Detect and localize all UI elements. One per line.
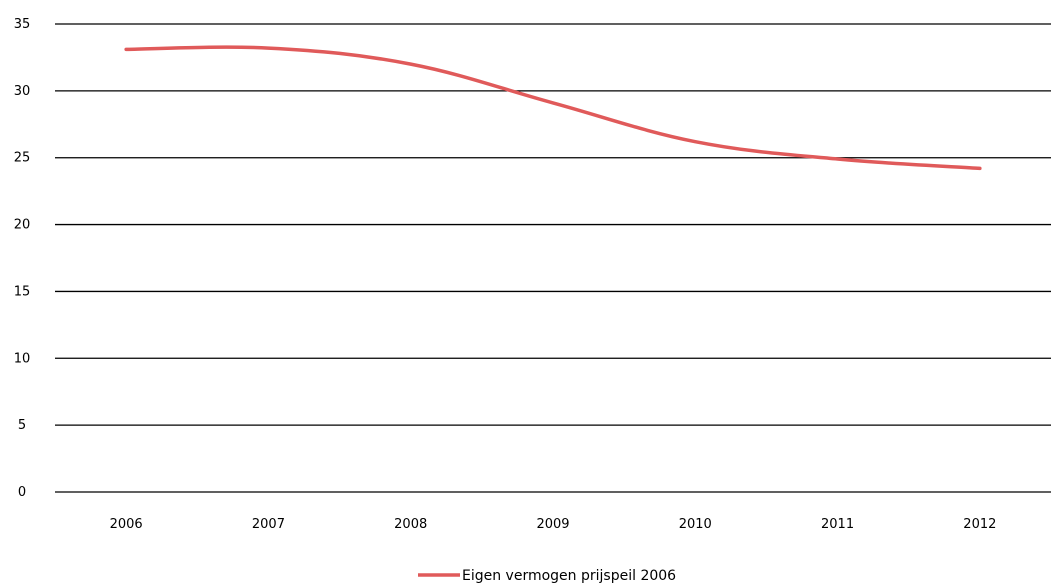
x-tick-label: 2008 [394, 517, 427, 532]
data-point [409, 62, 412, 66]
y-tick-label: 30 [14, 84, 31, 99]
data-point [694, 140, 697, 143]
data-point [267, 46, 270, 50]
data-point [836, 157, 839, 161]
y-tick-label: 15 [14, 284, 31, 299]
y-tick-label: 25 [14, 151, 31, 166]
y-tick-label: 5 [18, 418, 26, 433]
legend-label: Eigen vermogen prijspeil 2006 [462, 568, 676, 584]
y-tick-label: 20 [14, 218, 31, 233]
x-tick-label: 2006 [110, 517, 143, 532]
x-tick-label: 2011 [821, 517, 854, 532]
x-tick-label: 2009 [536, 517, 569, 532]
x-tick-label: 2010 [679, 517, 712, 532]
x-axis-ticks: 2006 2007 2008 2009 2010 2011 2012 [110, 517, 997, 532]
y-tick-label: 0 [18, 485, 26, 500]
x-tick-label: 2007 [252, 517, 285, 532]
data-point [978, 167, 982, 170]
x-tick-label: 2012 [963, 517, 996, 532]
series-line [124, 45, 982, 171]
data-point [551, 101, 555, 105]
gridlines [55, 23, 1051, 493]
data-point [124, 48, 128, 51]
y-tick-label: 10 [14, 351, 31, 366]
legend: Eigen vermogen prijspeil 2006 [418, 568, 676, 584]
series-layer [124, 45, 982, 171]
y-tick-label: 35 [14, 17, 31, 32]
y-axis-ticks: 0 5 10 15 20 25 30 35 [14, 17, 31, 500]
